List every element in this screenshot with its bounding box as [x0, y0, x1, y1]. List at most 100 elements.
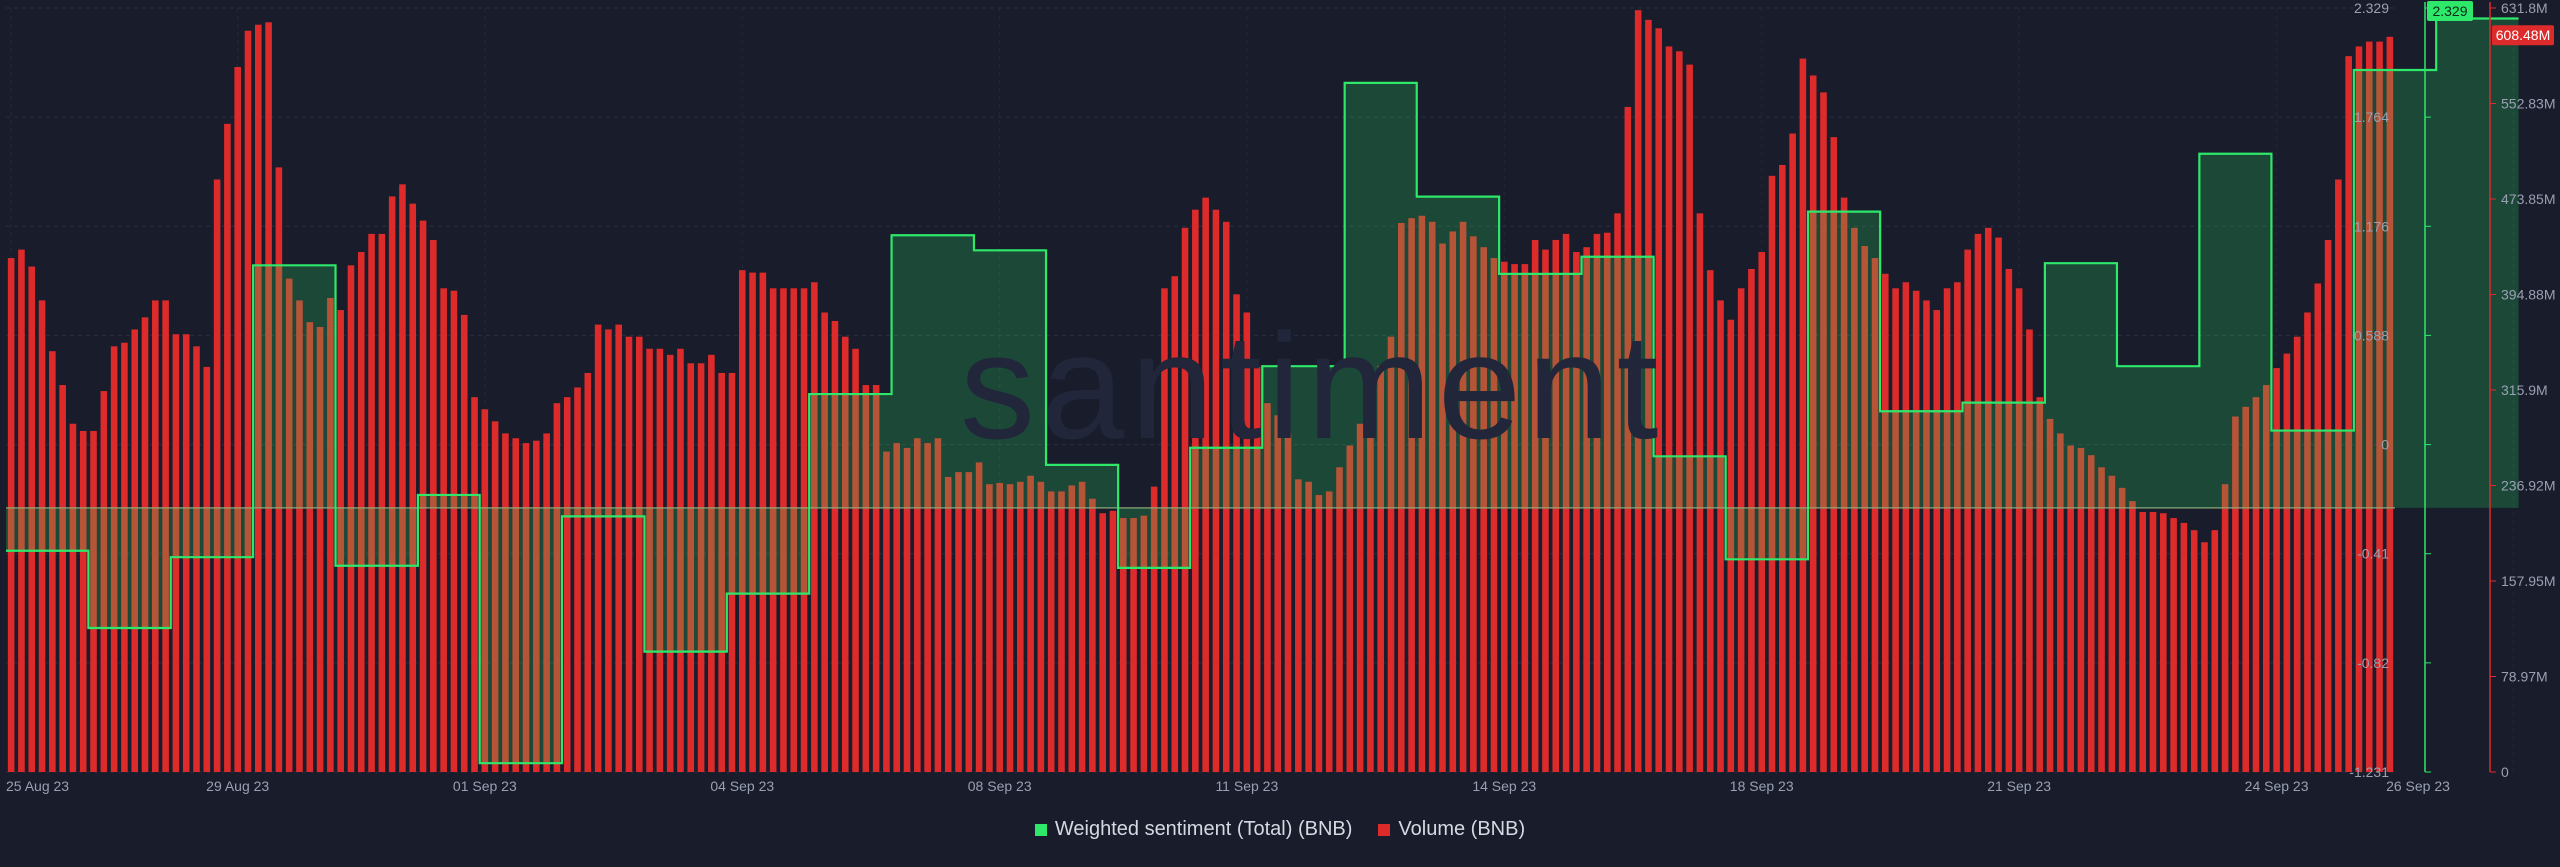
volume-bar [718, 372, 725, 772]
x-axis-tick-label: 21 Sep 23 [1987, 778, 2051, 794]
volume-bar [1799, 58, 1807, 772]
volume-bar [357, 252, 365, 772]
volume-bar [2283, 353, 2291, 772]
volume-bar [2304, 312, 2311, 772]
volume-bar [2015, 288, 2023, 772]
volume-bar [2087, 455, 2095, 772]
volume-bar [2324, 239, 2332, 773]
volume-bar [1943, 288, 1951, 772]
volume-bar [296, 300, 303, 772]
volume-bar [1398, 223, 1405, 772]
legend: Weighted sentiment (Total) (BNB) Volume … [0, 818, 2560, 841]
volume-bar [234, 67, 241, 772]
volume-bar [213, 179, 221, 773]
volume-bar [2232, 416, 2239, 772]
x-axis-tick-label: 04 Sep 23 [710, 778, 774, 794]
sentiment-line [6, 17, 2519, 765]
volume-bar [28, 266, 36, 772]
volume-bar [1459, 221, 1467, 772]
volume-bar [687, 363, 695, 772]
volume-bar [1871, 258, 1879, 772]
legend-label-volume: Volume (BNB) [1398, 818, 1526, 840]
volume-bar [2180, 522, 2188, 772]
volume-bar [635, 336, 643, 772]
volume-bar [1387, 336, 1395, 772]
volume-bar [1614, 213, 1621, 772]
volume-bar [749, 272, 756, 772]
volume-bar [769, 288, 777, 772]
volume-bar [1181, 227, 1189, 772]
volume-bar [975, 462, 983, 772]
volume-bar [1676, 51, 1683, 773]
volume-bar [1284, 433, 1292, 772]
volume-bar [2221, 484, 2229, 772]
volume-bar [522, 443, 530, 772]
volume-bar [1047, 491, 1055, 772]
left-axis-tick-label: 0.588 [2354, 327, 2389, 343]
volume-bar [1531, 239, 1539, 773]
volume-bar [1706, 270, 1714, 772]
volume-bar [440, 288, 447, 772]
volume-bar [903, 447, 911, 772]
volume-bar [347, 265, 355, 772]
left-axis-tick-label: 0 [2381, 437, 2389, 453]
volume-bar [811, 282, 818, 772]
volume-bar [862, 385, 870, 772]
volume-bar [1995, 237, 2002, 772]
volume-bar [883, 451, 890, 772]
volume-bar [337, 310, 344, 772]
legend-item-volume[interactable]: Volume (BNB) [1378, 818, 1525, 841]
volume-bar [2149, 512, 2157, 772]
volume-bar [2335, 179, 2342, 773]
right-axis-tick-label: 157.95M [2501, 573, 2555, 589]
volume-bar [131, 329, 139, 772]
volume-bar [790, 288, 798, 772]
volume-bar [399, 184, 406, 773]
volume-bar [2139, 512, 2147, 772]
sentiment-current-badge [2427, 1, 2473, 21]
axes: 2.329 1.764 1.176 0.588 0 -0.41 -0.82 -1.231 631… [6, 0, 2555, 794]
volume-bar [2046, 418, 2054, 772]
volume-bar [1573, 252, 1580, 772]
legend-item-sentiment[interactable]: Weighted sentiment (Total) (BNB) [1034, 818, 1352, 841]
volume-bar [574, 387, 581, 772]
volume-bar [1192, 209, 1199, 773]
volume-bar [1305, 481, 1312, 772]
volume-bar [1665, 46, 1673, 773]
volume-bar [1500, 261, 1508, 772]
volume-current-badge [2492, 25, 2554, 46]
volume-bar [172, 334, 180, 772]
volume-bar [1840, 197, 1848, 772]
volume-bar [2098, 467, 2105, 772]
volume-bar [543, 433, 550, 772]
volume-bar [1603, 232, 1611, 772]
volume-bar [924, 443, 931, 772]
volume-bar [275, 167, 283, 772]
right-axis-tick-label: 236.92M [2501, 478, 2555, 494]
volume-bar [1428, 221, 1436, 772]
volume-bar [1150, 486, 1158, 772]
volume-bar [666, 354, 674, 772]
volume-bar [1449, 231, 1457, 772]
left-axis-tick-label: -1.231 [2349, 764, 2389, 780]
volume-bar [2376, 41, 2383, 773]
volume-bar [656, 348, 664, 772]
legend-swatch-volume [1378, 823, 1391, 836]
volume-bar [944, 476, 952, 772]
x-axis-tick-label: 25 Aug 23 [6, 778, 69, 794]
volume-bar [872, 385, 880, 772]
volume-bar [996, 482, 1003, 772]
volume-bar [162, 300, 169, 772]
right-axis-tick-label: 552.83M [2501, 96, 2555, 112]
volume-bar [1264, 403, 1271, 772]
volume-bar [759, 272, 767, 772]
volume-bar [2242, 406, 2249, 772]
volume-bar [7, 258, 15, 772]
right-axis-tick-label: 394.88M [2501, 287, 2555, 303]
volume-bar [90, 430, 97, 772]
volume-bar [430, 239, 437, 773]
volume-bar [18, 249, 25, 773]
volume-bar [327, 297, 334, 772]
volume-bar [1748, 268, 1755, 772]
volume-bar [1881, 273, 1889, 772]
